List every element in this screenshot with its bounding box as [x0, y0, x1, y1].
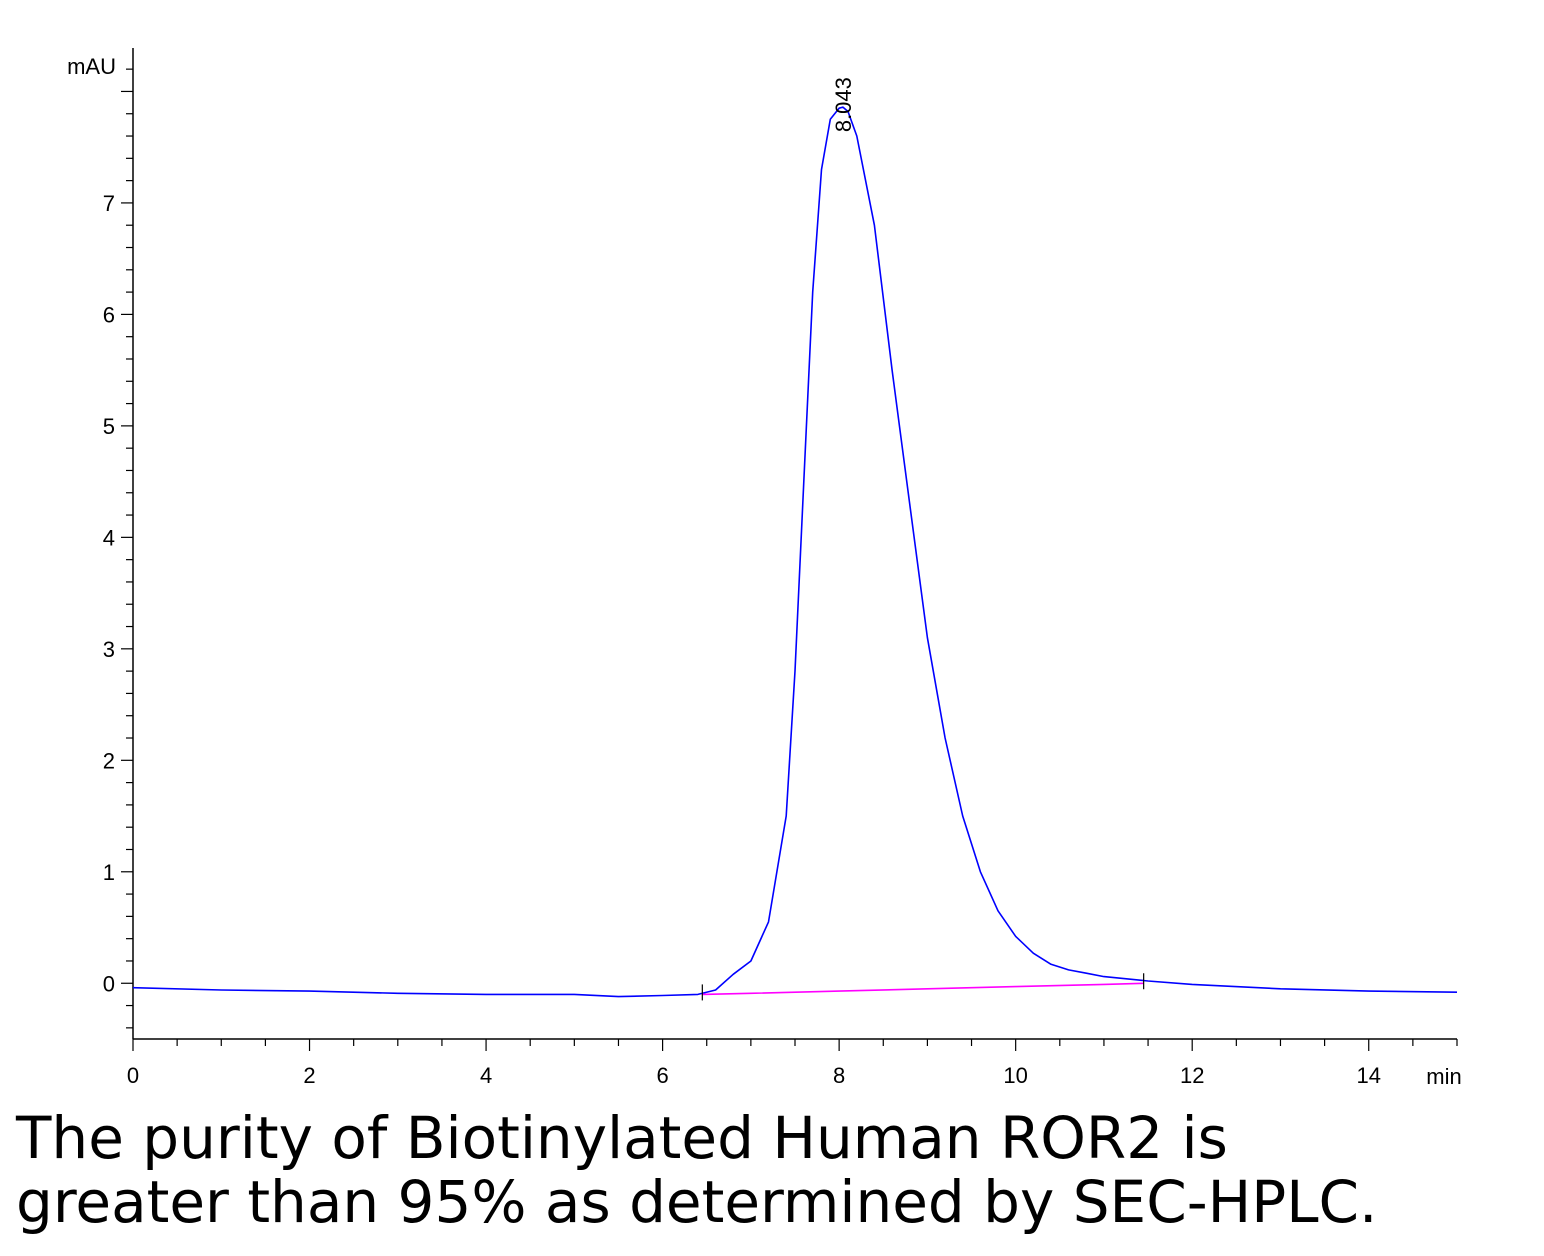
x-tick-label: 14: [1356, 1063, 1380, 1088]
caption: The purity of Biotinylated Human ROR2 is…: [16, 1106, 1526, 1234]
y-tick-label: 0: [103, 971, 115, 996]
y-tick-label: 2: [103, 748, 115, 773]
x-tick-label: 4: [480, 1063, 492, 1088]
x-tick-label: 0: [127, 1063, 139, 1088]
x-tick-label: 2: [303, 1063, 315, 1088]
peak-label: 8.043: [831, 77, 856, 132]
y-axis-label: mAU: [67, 54, 116, 79]
x-tick-label: 10: [1003, 1063, 1027, 1088]
series-lines: [132, 106, 1458, 1001]
chromatogram-line: [132, 106, 1458, 998]
ticks: [121, 68, 1458, 1051]
axes: [132, 48, 1457, 1040]
x-axis-label: min: [1426, 1064, 1461, 1089]
peak-annotations: 8.043: [831, 77, 856, 132]
x-tick-label: 8: [833, 1063, 845, 1088]
x-tick-label: 6: [656, 1063, 668, 1088]
caption-line-1: The purity of Biotinylated Human ROR2 is: [16, 1104, 1228, 1172]
y-tick-label: 7: [103, 191, 115, 216]
y-tick-label: 3: [103, 637, 115, 662]
y-tick-label: 6: [103, 302, 115, 327]
y-tick-label: 5: [103, 414, 115, 439]
y-tick-label: 4: [103, 525, 115, 550]
x-tick-label: 12: [1180, 1063, 1204, 1088]
y-tick-label: 1: [103, 860, 115, 885]
caption-line-2: greater than 95% as determined by SEC-HP…: [16, 1168, 1378, 1236]
baseline-line: [702, 982, 1144, 996]
